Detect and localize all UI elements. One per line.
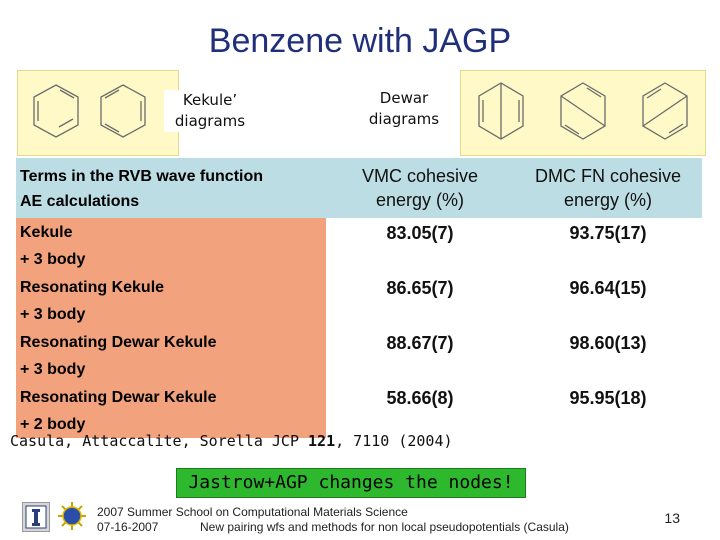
header-vmc-line1: VMC cohesive [361, 166, 479, 186]
row-vmc-value: 86.65(7) [326, 273, 514, 328]
table-header-row: Terms in the RVB wave function AE calcul… [16, 158, 702, 218]
row-dmc-value: 98.60(13) [514, 328, 702, 383]
row-vmc-value: 58.66(8) [326, 383, 514, 438]
header-terms-line1: Terms in the RVB wave function [20, 168, 264, 185]
row-term-line2: + 2 body [20, 416, 86, 433]
dewar-diagram-panel [460, 70, 706, 156]
row-term-line2: + 3 body [20, 361, 86, 378]
conclusion-banner: Jastrow+AGP changes the nodes! [176, 468, 526, 498]
header-dmc-line2: energy (%) [563, 190, 653, 210]
footer-date: 07-16-2007 [97, 520, 159, 534]
citation: Casula, Attaccalite, Sorella JCP 121, 71… [10, 432, 453, 450]
row-term-line2: + 3 body [20, 306, 86, 323]
dewar-label-line2: diagrams [368, 110, 440, 128]
footer-talk-title: New pairing wfs and methods for non loca… [200, 520, 569, 534]
university-logo [22, 502, 50, 532]
header-dmc-line1: DMC FN cohesive [534, 166, 682, 186]
kekule-label-line2: diagrams [174, 112, 246, 130]
footer-school: 2007 Summer School on Computational Mate… [97, 505, 408, 519]
row-term-cell: Resonating Kekule + 3 body [16, 273, 326, 328]
dewar-diagrams-label: Dewar diagrams [358, 88, 450, 130]
row-term-line1: Resonating Dewar Kekule [20, 334, 217, 351]
row-vmc-value: 88.67(7) [326, 328, 514, 383]
row-term-cell: Resonating Dewar Kekule + 2 body [16, 383, 326, 438]
row-vmc-value: 83.05(7) [326, 218, 514, 273]
table-row: Kekule + 3 body 83.05(7) 93.75(17) [16, 218, 702, 273]
kekule-diagram-panel [17, 70, 179, 156]
header-vmc-line2: energy (%) [375, 190, 465, 210]
header-terms-line2: AE calculations [20, 193, 140, 210]
header-terms-cell: Terms in the RVB wave function AE calcul… [16, 158, 326, 218]
citation-volume: 121 [308, 432, 336, 450]
row-term-cell: Resonating Dewar Kekule + 3 body [16, 328, 326, 383]
results-table: Terms in the RVB wave function AE calcul… [16, 158, 702, 438]
citation-authors: Casula, Attaccalite, Sorella JCP [10, 432, 309, 450]
kekule-label-line1: Kekule’ [182, 91, 238, 109]
row-dmc-value: 93.75(17) [514, 218, 702, 273]
kekule-structures [33, 84, 146, 138]
row-term-line1: Resonating Dewar Kekule [20, 389, 217, 406]
dewar-structures [478, 82, 688, 140]
row-dmc-value: 96.64(15) [514, 273, 702, 328]
row-term-line1: Resonating Kekule [20, 279, 165, 296]
row-term-line1: Kekule [20, 224, 73, 241]
table-row: Resonating Kekule + 3 body 86.65(7) 96.6… [16, 273, 702, 328]
kekule-diagrams-label: Kekule’ diagrams [164, 90, 256, 132]
row-term-cell: Kekule + 3 body [16, 218, 326, 273]
slide-number: 13 [664, 510, 680, 526]
table-row: Resonating Dewar Kekule + 3 body 88.67(7… [16, 328, 702, 383]
table-row: Resonating Dewar Kekule + 2 body 58.66(8… [16, 383, 702, 438]
dewar-label-line1: Dewar [379, 89, 429, 107]
citation-pages-year: , 7110 (2004) [335, 432, 453, 450]
slide-title: Benzene with JAGP [208, 22, 512, 60]
sun-logo [56, 500, 88, 532]
row-term-line2: + 3 body [20, 251, 86, 268]
row-dmc-value: 95.95(18) [514, 383, 702, 438]
header-dmc-cell: DMC FN cohesive energy (%) [514, 158, 702, 218]
header-vmc-cell: VMC cohesive energy (%) [326, 158, 514, 218]
